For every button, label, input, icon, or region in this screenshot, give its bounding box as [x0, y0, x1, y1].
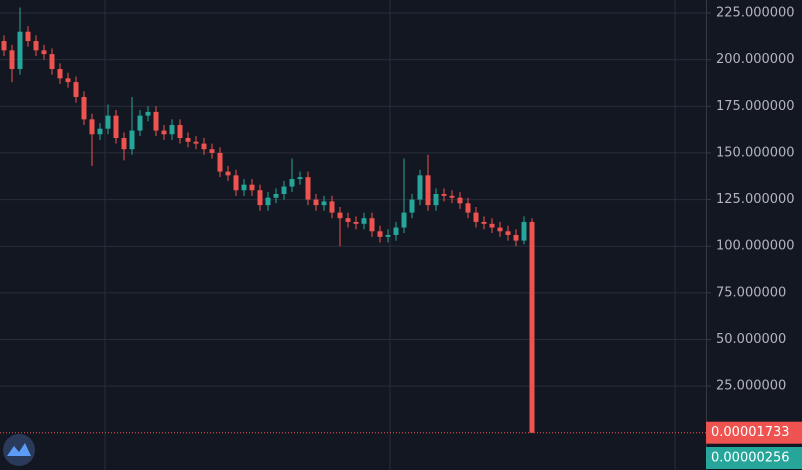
candle-body	[41, 50, 47, 55]
candle-body	[521, 221, 527, 241]
candle-body	[105, 115, 111, 129]
candle-body	[457, 197, 463, 204]
candle-body	[129, 130, 135, 150]
candle-body	[305, 177, 311, 200]
candle-body	[249, 184, 255, 191]
candle-body	[473, 212, 479, 222]
y-tick-label: 200.000000	[716, 52, 795, 67]
candle-body	[17, 31, 23, 70]
candle-body	[273, 193, 279, 198]
y-tick-label: 100.000000	[716, 239, 795, 254]
candle-body	[201, 143, 207, 150]
candle-body	[505, 231, 511, 235]
candle-body	[209, 149, 215, 153]
candle-body	[321, 201, 327, 206]
candle-body	[33, 41, 39, 51]
candle-body	[169, 124, 175, 135]
candle-body	[313, 199, 319, 206]
candle-body	[425, 175, 431, 206]
candle-body	[329, 201, 335, 213]
candle-body	[369, 218, 375, 232]
y-tick-label: 150.000000	[716, 145, 795, 160]
candle-body	[113, 115, 119, 139]
candle-body	[393, 227, 399, 235]
candle-body	[361, 218, 367, 224]
candle-body	[153, 111, 159, 131]
candle-body	[465, 203, 471, 213]
candle-body	[25, 31, 31, 42]
candle-body	[441, 193, 447, 196]
candle-body	[353, 221, 359, 224]
candle-body	[225, 171, 231, 176]
y-tick-label: 175.000000	[716, 99, 795, 114]
y-tick-label: 125.000000	[716, 192, 795, 207]
candle-body	[289, 179, 295, 187]
candle-body	[81, 96, 87, 120]
candle-body	[145, 111, 151, 116]
candle-body	[417, 175, 423, 200]
candle-body	[137, 115, 143, 131]
candle-body	[121, 138, 127, 150]
candle-body	[377, 231, 383, 237]
candle-body	[409, 199, 415, 213]
candle-body	[1, 41, 7, 51]
candle-body	[449, 195, 455, 198]
candle-body	[401, 212, 407, 228]
candle-body	[297, 177, 303, 180]
candle-body	[57, 69, 63, 79]
candle-body	[89, 119, 95, 135]
candle-body	[65, 78, 71, 83]
candle-body	[489, 223, 495, 228]
candle-body	[49, 54, 55, 70]
candle-body	[177, 124, 183, 139]
candle-body	[193, 141, 199, 144]
candle-body	[241, 184, 247, 191]
candle-body	[433, 193, 439, 206]
y-tick-label: 50.000000	[716, 332, 786, 347]
candle-body	[513, 235, 519, 241]
candle-body	[233, 175, 239, 191]
candle-body	[97, 128, 103, 135]
volume-box	[706, 447, 802, 469]
candle-body	[73, 82, 79, 97]
y-tick-label: 25.000000	[716, 379, 786, 394]
candle-body	[9, 50, 15, 70]
candle-body	[161, 130, 167, 135]
candle-body	[257, 190, 263, 206]
candle-body	[265, 197, 271, 206]
candle-body	[345, 218, 351, 222]
y-tick-label: 225.000000	[716, 6, 795, 21]
volume-label: 0.00000256	[711, 451, 790, 466]
logo	[3, 434, 35, 466]
candle-body	[481, 221, 487, 224]
last-price-label: 0.00001733	[711, 425, 790, 440]
candle-body	[217, 152, 223, 172]
candle-body	[497, 227, 503, 232]
candle-body	[185, 138, 191, 142]
candle-body	[281, 186, 287, 194]
candle-body	[529, 221, 535, 433]
y-tick-label: 75.000000	[716, 285, 786, 300]
candle-body	[337, 212, 343, 219]
candle-body	[385, 235, 391, 237]
last-price-box	[706, 421, 802, 444]
